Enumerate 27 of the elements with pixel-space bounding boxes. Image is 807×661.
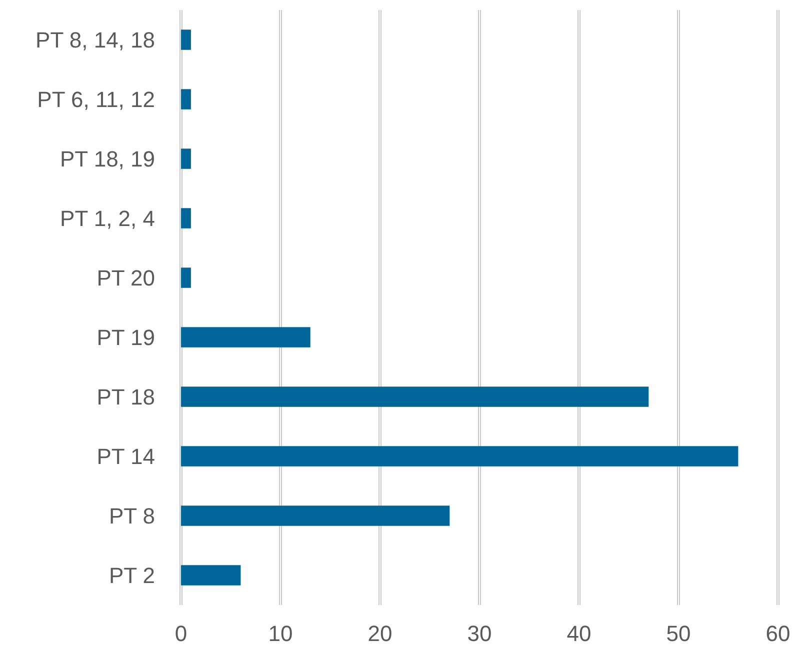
y-tick-label: PT 8, 14, 18 — [36, 27, 155, 52]
bar — [181, 506, 450, 526]
x-tick-label: 30 — [467, 621, 492, 646]
x-tick-label: 50 — [666, 621, 691, 646]
y-tick-label: PT 18 — [96, 384, 155, 410]
y-tick-label: PT 1, 2, 4 — [60, 206, 155, 231]
y-tick-label: PT 8 — [108, 503, 155, 528]
bar — [181, 208, 191, 228]
y-tick-label: PT 2 — [108, 562, 155, 588]
y-tick-label: PT 6, 11, 12 — [37, 86, 155, 112]
x-tick-label: 60 — [766, 621, 790, 646]
bar — [181, 148, 191, 169]
x-tick-label: 40 — [566, 621, 592, 646]
bar — [181, 446, 738, 466]
bar — [181, 30, 191, 50]
y-tick-label: PT 14 — [96, 444, 155, 469]
bar — [181, 565, 241, 586]
bar — [181, 386, 649, 407]
y-tick-label: PT 19 — [96, 324, 155, 350]
x-tick-label: 10 — [268, 621, 293, 646]
bar — [181, 327, 310, 348]
y-tick-label: PT 20 — [96, 265, 155, 290]
x-tick-label: 0 — [174, 621, 188, 646]
bar — [181, 89, 191, 110]
y-tick-label: PT 18, 19 — [60, 146, 155, 172]
bar — [181, 268, 191, 288]
x-tick-label: 20 — [368, 621, 392, 646]
